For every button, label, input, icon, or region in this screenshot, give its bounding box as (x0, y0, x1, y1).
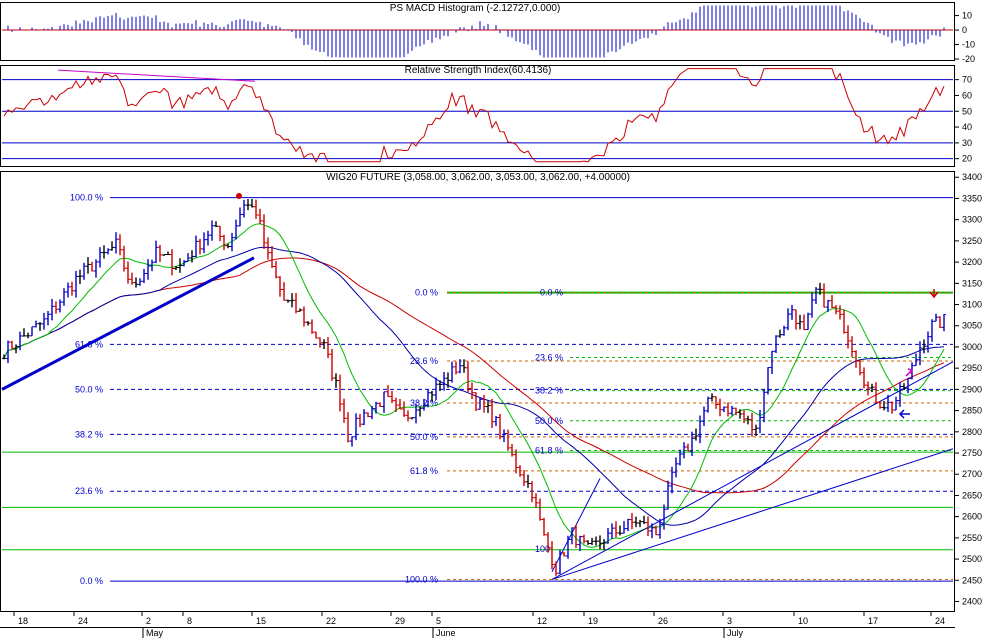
x-day-label: 18 (18, 616, 28, 626)
x-day-label: 24 (78, 616, 88, 626)
x-day-label: 2 (146, 616, 151, 626)
price-y-tick-label: 2850 (962, 406, 982, 416)
price-y-tick-label: 2400 (962, 597, 982, 607)
x-month-label: May (146, 628, 164, 638)
fast-moving-average-line (3, 223, 945, 548)
fib-mid-label: 61.8 % (410, 466, 438, 476)
rsi-title: Relative Strength Index(60.4136) (405, 65, 552, 76)
fib-left-label: 100.0 % (70, 193, 103, 203)
x-day-label: 29 (395, 616, 405, 626)
lower-uptrend-line (551, 448, 954, 580)
price-y-tick-label: 3150 (962, 278, 982, 288)
rsi-y-tick-label: 50 (962, 106, 972, 116)
price-y-tick-label: 2700 (962, 469, 982, 479)
fib-mid-label: 0.0 % (415, 288, 438, 298)
rsi-y-tick-label: 60 (962, 90, 972, 100)
rsi-line (3, 68, 945, 163)
macd-y-tick-label: -10 (962, 40, 975, 50)
x-day-label: 8 (187, 616, 192, 626)
fib-mid-label: 50.0 % (410, 432, 438, 442)
rsi-y-tick-label: 70 (962, 75, 972, 85)
mid-moving-average-line (3, 246, 945, 526)
fib-mid-label: 100.0 % (405, 574, 438, 584)
price-y-tick-label: 3250 (962, 236, 982, 246)
x-month-label: June (436, 628, 456, 638)
fib-right-label: 50.0 % (535, 416, 563, 426)
macd-y-tick-label: -20 (962, 54, 975, 64)
price-y-tick-label: 2950 (962, 363, 982, 373)
macd-title: PS MACD Histogram (-2.12727,0.000) (390, 3, 561, 14)
left-arrow-icon (898, 409, 910, 419)
x-day-label: 15 (256, 616, 266, 626)
thick-trendline (1, 256, 255, 391)
x-day-label: 17 (868, 616, 878, 626)
x-day-label: 24 (935, 616, 945, 626)
fib-right-label: 38.2 % (535, 386, 563, 396)
fib-right-label: 0.0 % (540, 288, 563, 298)
price-plot: 100.0 % 61.8 % 50.0 % 38.2 % 23.6 % 0.0 % 0.0 … (1, 193, 954, 586)
x-day-label: 22 (326, 616, 336, 626)
price-y-tick-label: 3400 (962, 172, 982, 182)
up-right-arrow-icon (905, 368, 913, 377)
price-y-tick-label: 2900 (962, 384, 982, 394)
price-y-tick-label: 3050 (962, 321, 982, 331)
axes: 100-10-207060504030203400335033003250320… (13, 11, 982, 638)
rsi-y-tick-label: 30 (962, 138, 972, 148)
price-y-tick-label: 2800 (962, 427, 982, 437)
down-arrow-icon (929, 289, 939, 299)
fib-left-label: 0.0 % (80, 576, 103, 586)
signal-marker-icon (236, 193, 242, 199)
x-day-label: 12 (537, 616, 547, 626)
price-y-tick-label: 2500 (962, 554, 982, 564)
x-day-label: 3 (727, 616, 732, 626)
rsi-y-tick-label: 20 (962, 154, 972, 164)
price-y-tick-label: 2750 (962, 448, 982, 458)
small-fib-label: 100 (535, 544, 550, 554)
macd-histogram (2, 5, 953, 58)
price-y-tick-label: 3100 (962, 300, 982, 310)
x-day-label: 26 (658, 616, 668, 626)
price-y-tick-label: 2450 (962, 575, 982, 585)
fib-mid-label: 23.6 % (410, 356, 438, 366)
rsi-panel-frame (0, 65, 955, 167)
annotations (236, 193, 939, 419)
price-y-tick-label: 3200 (962, 257, 982, 267)
fib-right-label: 61.8 % (535, 445, 563, 455)
fib-right-label: 23.6 % (535, 353, 563, 363)
macd-panel-frame (0, 2, 955, 61)
fib-left-label: 50.0 % (75, 384, 103, 394)
x-day-label: 10 (798, 616, 808, 626)
rsi-plot (2, 68, 953, 163)
uptrend-line (551, 361, 954, 580)
price-title: WIG20 FUTURE (3,058.00, 3,062.00, 3,053.… (326, 172, 630, 183)
macd-y-tick-label: 0 (962, 25, 967, 35)
fib-left-label: 38.2 % (75, 429, 103, 439)
price-y-tick-label: 3350 (962, 193, 982, 203)
macd-y-tick-label: 10 (962, 11, 972, 21)
x-day-label: 5 (436, 616, 441, 626)
x-month-label: July (727, 628, 744, 638)
price-y-tick-label: 2550 (962, 533, 982, 543)
x-day-label: 19 (588, 616, 598, 626)
price-panel-frame (0, 171, 955, 612)
price-y-tick-label: 2650 (962, 490, 982, 500)
price-y-tick-label: 3300 (962, 215, 982, 225)
rsi-trendline (57, 69, 256, 82)
price-y-tick-label: 3000 (962, 342, 982, 352)
fib-left-label: 23.6 % (75, 486, 103, 496)
rsi-y-tick-label: 40 (962, 122, 972, 132)
price-y-tick-label: 2600 (962, 512, 982, 522)
